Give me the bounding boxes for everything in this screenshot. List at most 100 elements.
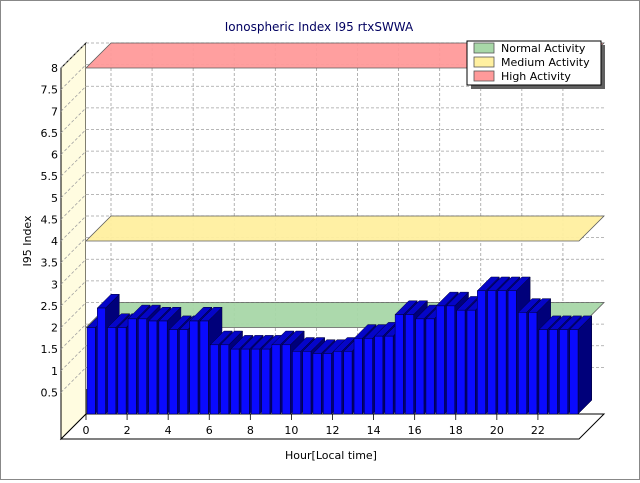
bar	[394, 314, 404, 415]
legend-swatch-medium	[473, 56, 495, 68]
bar	[322, 353, 332, 415]
grid-line-y-side	[60, 129, 87, 155]
bar	[477, 290, 486, 415]
bar	[292, 351, 301, 415]
bar	[518, 312, 527, 415]
bar	[97, 307, 106, 415]
x-tick-label: 14	[367, 424, 381, 437]
y-tick-label: 8	[51, 62, 58, 75]
x-tick-label: 8	[247, 424, 254, 437]
bar	[343, 351, 353, 415]
bar	[456, 309, 466, 415]
grid-line-y-side	[60, 302, 87, 328]
bar	[507, 290, 517, 415]
y-axis-ticks: 0.5 1 1.5 2 2.5 3 3.5 4 4.5 5 5.5 6 6.5 7 7.5 8	[41, 62, 59, 399]
bar	[364, 338, 373, 415]
grid-line-y-side	[60, 367, 87, 393]
grid-line-y-side	[60, 258, 87, 285]
bar	[302, 351, 312, 415]
bar	[425, 318, 435, 415]
grid-line-y-side	[60, 345, 87, 372]
bar	[86, 327, 96, 415]
bar	[117, 327, 127, 415]
bar	[148, 320, 158, 415]
bar	[384, 335, 394, 415]
y-tick-label: 6	[51, 149, 58, 162]
bar	[497, 290, 507, 415]
bar-series	[86, 276, 593, 415]
bar	[281, 344, 291, 415]
bar	[271, 344, 281, 415]
bar	[240, 348, 250, 415]
x-tick-label: 10	[284, 424, 298, 437]
bar	[569, 329, 579, 415]
bar	[446, 305, 455, 415]
x-tick-label: 18	[449, 424, 463, 437]
bar	[466, 309, 476, 415]
legend-label-medium: Medium Activity	[501, 56, 590, 69]
bar	[168, 329, 178, 415]
bar	[189, 320, 199, 415]
bar	[107, 327, 117, 415]
grid-line-y-side	[60, 323, 87, 350]
y-tick-label: 5	[51, 192, 58, 205]
bar	[312, 353, 322, 415]
bar	[487, 290, 497, 415]
activity-band	[85, 215, 605, 242]
x-tick-label: 22	[531, 424, 545, 437]
bar	[435, 305, 445, 415]
y-tick-label: 5.5	[41, 170, 59, 183]
grid-line-y-side	[60, 237, 87, 263]
floor	[59, 413, 606, 440]
legend-label-normal: Normal Activity	[501, 42, 586, 55]
grid-line-y-side	[60, 107, 87, 134]
x-tick-label: 4	[165, 424, 172, 437]
bar	[199, 320, 209, 415]
x-axis-ticks: 0 2 4 6 8 10 12 14 16 18 20 22	[83, 414, 545, 437]
y-tick-label: 7	[51, 105, 58, 118]
x-tick-label: 2	[124, 424, 131, 437]
chart-title: Ionospheric Index I95 rtxSWWA	[225, 20, 414, 34]
x-tick-label: 0	[83, 424, 90, 437]
bar	[220, 344, 230, 415]
y-tick-label: 1	[51, 365, 58, 378]
bar	[230, 348, 240, 415]
bar	[210, 344, 219, 415]
x-tick-label: 12	[326, 424, 340, 437]
y-tick-label: 0.5	[41, 386, 59, 399]
y-tick-label: 4	[51, 235, 58, 248]
bar	[179, 329, 188, 415]
x-tick-label: 20	[490, 424, 504, 437]
bar-side	[577, 315, 592, 415]
grid-line-y-side	[60, 194, 87, 220]
bar	[261, 348, 271, 415]
grid-line-y-side	[60, 42, 87, 69]
bar	[158, 320, 168, 415]
bar	[548, 329, 558, 415]
bar	[251, 348, 260, 415]
grid-line-y-side	[60, 64, 87, 90]
legend-swatch-high	[473, 70, 495, 82]
y-axis-label: I95 Index	[21, 215, 34, 267]
grid-line-y-side	[60, 150, 87, 177]
x-axis-label: Hour[Local time]	[285, 449, 377, 462]
grid-line-y-side	[60, 85, 87, 112]
bar	[353, 338, 363, 415]
bar	[127, 318, 137, 415]
bar	[333, 351, 343, 415]
bar	[559, 329, 568, 415]
y-tick-label: 4.5	[41, 213, 59, 226]
y-tick-label: 7.5	[41, 84, 59, 97]
grid-line-y-side	[60, 280, 87, 307]
bar	[538, 329, 548, 415]
y-tick-label: 3.5	[41, 257, 59, 270]
y-tick-label: 6.5	[41, 127, 59, 140]
x-tick-label: 6	[206, 424, 213, 437]
legend-label-high: High Activity	[501, 70, 571, 83]
bar	[374, 335, 384, 415]
grid-line-y-side	[60, 215, 87, 242]
y-tick-label: 2.5	[41, 300, 59, 313]
bar	[138, 318, 147, 415]
